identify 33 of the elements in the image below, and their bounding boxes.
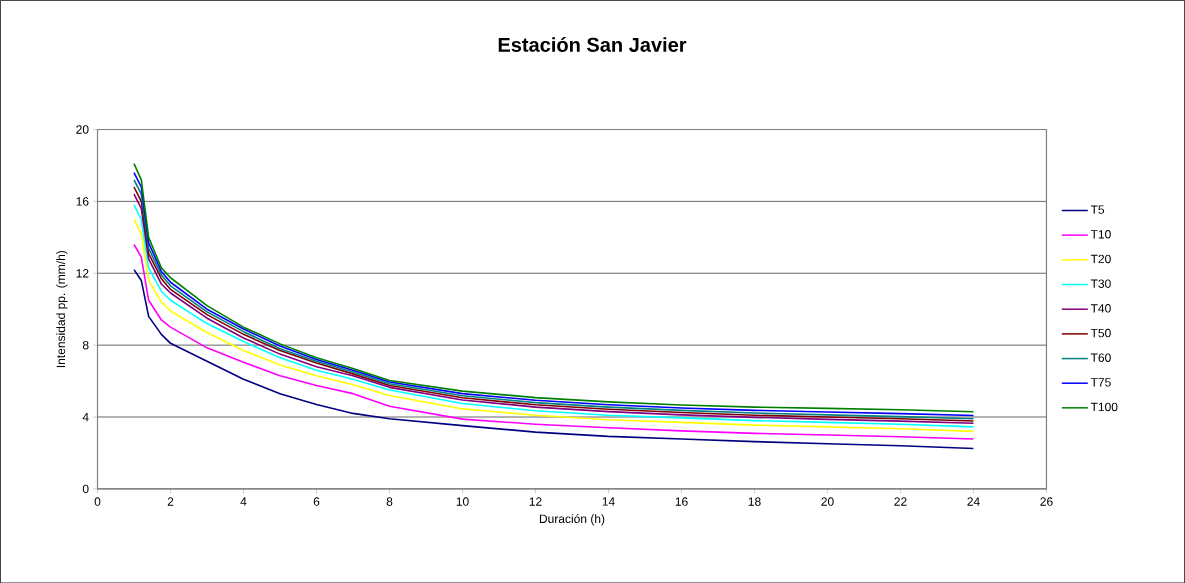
- legend-label: T75: [1090, 377, 1111, 387]
- x-tick-label: 10: [456, 497, 469, 506]
- x-tick-label: 0: [94, 497, 101, 506]
- legend-label: T20: [1090, 254, 1111, 264]
- x-tick-label: 14: [602, 497, 615, 506]
- legend-label: T100: [1090, 402, 1118, 412]
- x-axis-title: Duración (h): [539, 513, 605, 526]
- y-tick-label: 16: [76, 196, 89, 206]
- x-tick-label: 16: [675, 497, 688, 506]
- x-tick-label: 18: [748, 497, 761, 506]
- y-tick-label: 8: [82, 340, 89, 350]
- legend-label: T30: [1090, 279, 1111, 288]
- y-tick-label: 0: [82, 484, 89, 493]
- legend-label: T60: [1090, 353, 1111, 362]
- x-tick-label: 2: [167, 497, 174, 506]
- x-tick-label: 22: [894, 497, 907, 506]
- x-tick-label: 8: [386, 497, 393, 506]
- x-tick-label: 6: [313, 497, 320, 506]
- line-series: [133, 268, 975, 450]
- y-axis-title: Intensidad pp. (mm/h): [56, 250, 68, 367]
- x-tick-label: 24: [967, 497, 980, 506]
- legend-label: T50: [1090, 328, 1111, 338]
- y-tick-label: 20: [76, 125, 89, 134]
- y-tick-label: 12: [76, 268, 89, 278]
- chart-title: Estación San Javier: [498, 36, 687, 52]
- x-tick-label: 26: [1040, 497, 1053, 506]
- x-tick-label: 4: [240, 497, 247, 506]
- y-tick-label: 4: [82, 412, 89, 421]
- legend-label: T40: [1090, 303, 1111, 313]
- x-tick-label: 12: [529, 497, 542, 506]
- legend-label: T5: [1090, 205, 1105, 214]
- legend-label: T10: [1090, 229, 1111, 239]
- x-tick-label: 20: [821, 497, 834, 506]
